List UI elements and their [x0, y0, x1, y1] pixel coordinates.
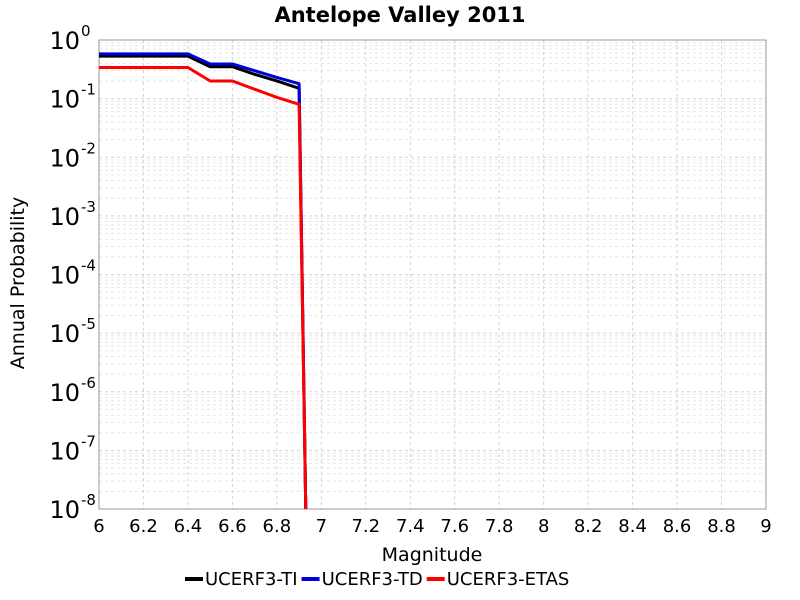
x-tick-label: 6 — [93, 516, 104, 537]
y-tick-exponent: -4 — [81, 257, 96, 275]
series-line-ucerf3-td — [99, 52, 308, 510]
y-tick-exponent: -7 — [81, 432, 96, 450]
grid-major — [98, 39, 767, 510]
x-tick-label: 9 — [760, 516, 771, 537]
y-tick-exponent: 0 — [81, 22, 91, 40]
x-tick-label: 7.2 — [351, 516, 380, 537]
y-tick-base: 10 — [49, 86, 80, 114]
y-tick-base: 10 — [49, 496, 80, 524]
x-tick-label: 6.8 — [263, 516, 292, 537]
chart-title: Antelope Valley 2011 — [274, 3, 525, 27]
y-tick-base: 10 — [49, 437, 80, 465]
x-tick-label: 6.2 — [129, 516, 158, 537]
x-axis-label: Magnitude — [382, 544, 483, 566]
x-tick-label: 8.6 — [663, 516, 692, 537]
x-tick-label: 6.4 — [174, 516, 203, 537]
x-tick-label: 7 — [316, 516, 327, 537]
x-tick-label: 7.4 — [396, 516, 425, 537]
x-tick-label: 8.8 — [707, 516, 736, 537]
series-layer — [99, 52, 308, 510]
y-tick-base: 10 — [49, 144, 80, 172]
x-tick-label: 8 — [538, 516, 549, 537]
x-ticks: 6 6.2 6.4 6.6 6.8 7 7.2 7.4 7.6 7.8 8 8.2 8.4 8.6 8.8 9 — [93, 516, 771, 537]
x-tick-label: 7.8 — [485, 516, 514, 537]
y-tick-base: 10 — [49, 320, 80, 348]
x-tick-label: 6.6 — [218, 516, 247, 537]
y-tick-exponent: -5 — [81, 315, 96, 333]
y-tick-base: 10 — [49, 379, 80, 407]
series-line-ucerf3-etas — [99, 65, 308, 510]
y-tick-base: 10 — [49, 262, 80, 290]
legend-label: UCERF3-ETAS — [447, 569, 570, 590]
y-tick-exponent: -2 — [81, 139, 96, 157]
legend-label: UCERF3-TD — [322, 569, 423, 590]
y-tick-exponent: -3 — [81, 198, 96, 216]
x-tick-label: 8.4 — [618, 516, 647, 537]
y-tick-base: 10 — [49, 203, 80, 231]
plot-frame — [98, 39, 767, 510]
y-tick-exponent: -6 — [81, 374, 96, 392]
x-tick-label: 8.2 — [574, 516, 603, 537]
y-tick-exponent: -1 — [81, 81, 96, 99]
legend-label: UCERF3-TI — [205, 569, 298, 590]
y-tick-base: 10 — [49, 27, 80, 55]
series-line-ucerf3-ti — [99, 54, 308, 510]
x-tick-label: 7.6 — [440, 516, 469, 537]
legend: UCERF3-TI UCERF3-TD UCERF3-ETAS — [185, 569, 569, 590]
y-axis-label: Annual Probability — [7, 197, 29, 370]
y-tick-exponent: -8 — [81, 491, 96, 509]
